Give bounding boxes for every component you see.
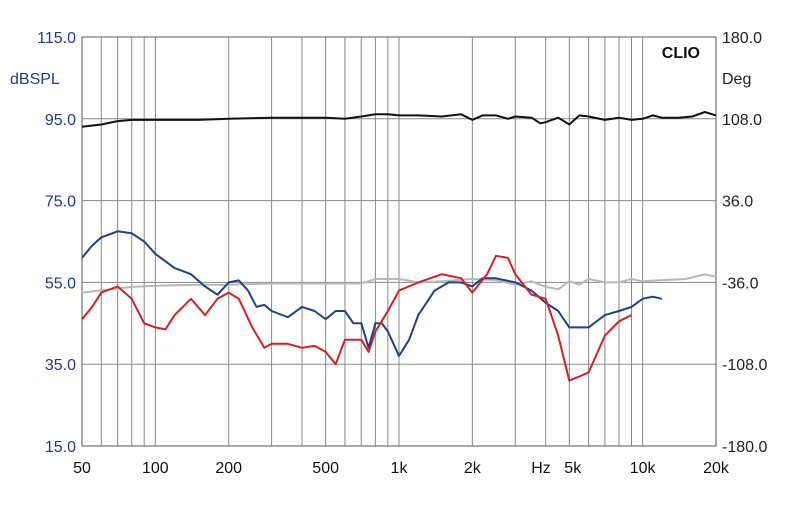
y-right-tick-label: -180.0 bbox=[722, 439, 767, 456]
x-tick-label: 1k bbox=[391, 460, 409, 477]
y-left-tick-label: 35.0 bbox=[45, 357, 76, 374]
y-right-tick-label: 36.0 bbox=[722, 194, 753, 211]
x-tick-label: 500 bbox=[312, 460, 339, 477]
y-right-tick-label: -36.0 bbox=[722, 275, 759, 292]
x-tick-label: 200 bbox=[215, 460, 242, 477]
series-layer bbox=[81, 111, 717, 382]
series-line-black bbox=[81, 111, 717, 128]
x-tick-label: 10k bbox=[630, 460, 657, 477]
grid-layer bbox=[82, 37, 716, 446]
x-tick-label: 100 bbox=[142, 460, 169, 477]
x-tick-label: 5k bbox=[564, 460, 582, 477]
y-right-tick-label: 108.0 bbox=[722, 112, 762, 129]
right-axis-unit: Deg bbox=[722, 71, 751, 88]
left-axis-unit: dBSPL bbox=[10, 71, 60, 88]
x-tick-label: 2k bbox=[464, 460, 482, 477]
y-left-tick-label: 75.0 bbox=[45, 194, 76, 211]
tick-layer: 115.0 95.0 75.0 55.0 35.0 15.0 180.0 108.0 36.0 -… bbox=[37, 30, 767, 477]
y-right-tick-label: 180.0 bbox=[722, 30, 762, 47]
brand-label: CLIO bbox=[662, 45, 700, 62]
series-line-red bbox=[81, 254, 632, 382]
series-line-blue bbox=[81, 230, 663, 357]
y-left-tick-label: 95.0 bbox=[45, 112, 76, 129]
y-left-tick-label: 115.0 bbox=[37, 30, 76, 47]
y-left-tick-label: 15.0 bbox=[45, 439, 76, 456]
y-right-tick-label: -108.0 bbox=[722, 357, 767, 374]
x-tick-label: 50 bbox=[73, 460, 91, 477]
series-line-gray bbox=[81, 273, 717, 294]
y-left-tick-label: 55.0 bbox=[45, 275, 76, 292]
x-tick-label: 20k bbox=[703, 460, 730, 477]
x-axis-unit: Hz bbox=[531, 460, 551, 477]
